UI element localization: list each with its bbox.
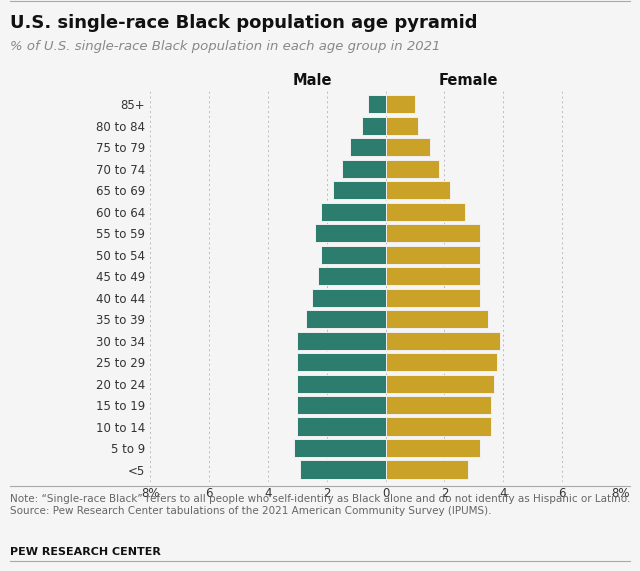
Bar <box>385 353 497 371</box>
Bar <box>368 95 385 114</box>
Bar <box>385 203 465 221</box>
Bar <box>385 310 488 328</box>
Bar <box>385 417 492 436</box>
Bar <box>385 460 468 478</box>
Bar <box>333 181 385 199</box>
Bar <box>385 332 500 350</box>
Bar <box>385 224 480 242</box>
Bar <box>385 439 480 457</box>
Bar <box>385 138 429 156</box>
Bar <box>385 396 492 415</box>
Bar <box>362 116 385 135</box>
Bar <box>312 288 385 307</box>
Text: U.S. single-race Black population age pyramid: U.S. single-race Black population age py… <box>10 14 477 33</box>
Bar <box>385 181 451 199</box>
Bar <box>385 375 494 393</box>
Bar <box>315 224 385 242</box>
Bar <box>298 353 385 371</box>
Bar <box>298 332 385 350</box>
Text: Female: Female <box>438 73 498 88</box>
Bar <box>350 138 385 156</box>
Text: Note: “Single-race Black” refers to all people who self-identify as Black alone : Note: “Single-race Black” refers to all … <box>10 494 630 516</box>
Bar <box>321 203 385 221</box>
Bar <box>298 375 385 393</box>
Bar <box>306 310 385 328</box>
Bar <box>385 95 415 114</box>
Bar <box>385 159 438 178</box>
Text: % of U.S. single-race Black population in each age group in 2021: % of U.S. single-race Black population i… <box>10 40 440 53</box>
Bar <box>385 116 418 135</box>
Bar <box>385 288 480 307</box>
Bar <box>300 460 385 478</box>
Bar <box>385 246 480 264</box>
Bar <box>318 267 385 286</box>
Bar <box>298 417 385 436</box>
Bar <box>321 246 385 264</box>
Text: Male: Male <box>292 73 332 88</box>
Bar <box>342 159 385 178</box>
Bar <box>298 396 385 415</box>
Bar <box>385 267 480 286</box>
Bar <box>294 439 385 457</box>
Text: PEW RESEARCH CENTER: PEW RESEARCH CENTER <box>10 547 161 557</box>
